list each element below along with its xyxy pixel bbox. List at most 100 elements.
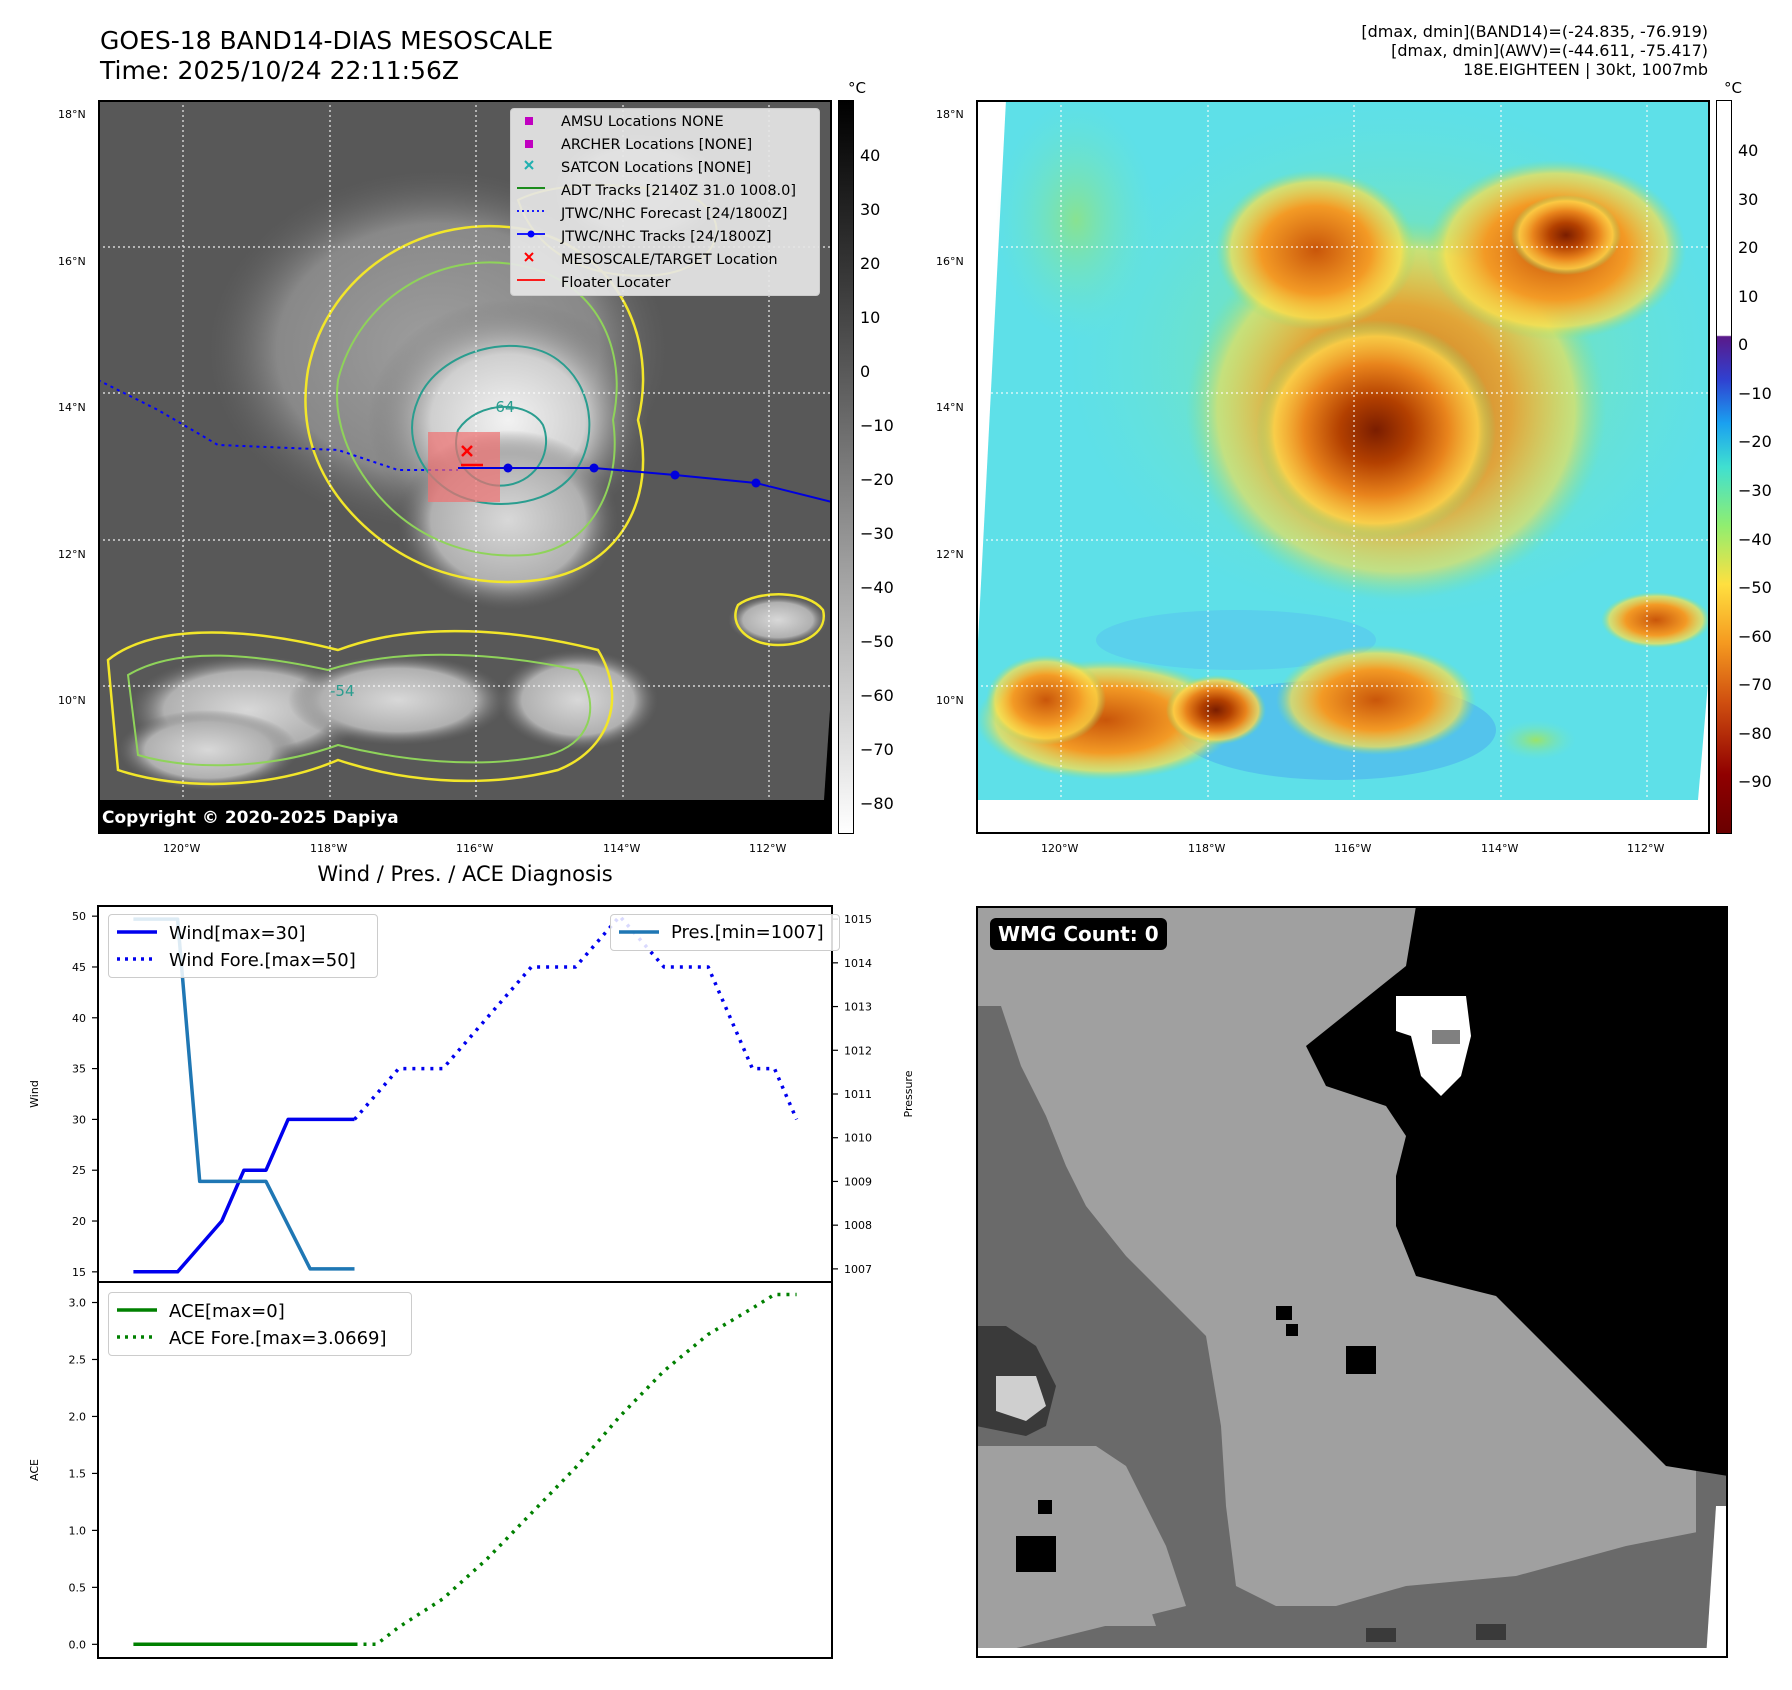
- lon-label: 118°W: [1188, 842, 1226, 855]
- lon-label: 120°W: [1041, 842, 1079, 855]
- color-tick: 0: [1738, 335, 1749, 354]
- gray-tick: −50: [860, 632, 894, 651]
- color-tick: 20: [1738, 238, 1759, 257]
- color-tick: −70: [1738, 675, 1772, 694]
- contour-label-54: -54: [330, 682, 355, 700]
- ace-legend: ACE[max=0] ACE Fore.[max=3.0669]: [108, 1292, 412, 1356]
- storm-info: 18E.EIGHTEEN | 30kt, 1007mb: [1463, 60, 1708, 79]
- lon-label: 112°W: [1627, 842, 1665, 855]
- gray-colorbar-unit: °C: [848, 79, 866, 97]
- legend-pressure: Pres.[min=1007]: [671, 922, 824, 943]
- lat-label: 14°N: [58, 401, 86, 414]
- y-right-tick-label: 1008: [844, 1219, 872, 1232]
- gray-tick: −70: [860, 740, 894, 759]
- y-tick-label: 0.0: [69, 1638, 87, 1651]
- y-right-tick-label: 1009: [844, 1175, 872, 1188]
- lat-label: 10°N: [936, 694, 964, 707]
- legend-labels: AMSU Locations NONE ARCHER Locations [NO…: [561, 111, 796, 295]
- y-tick-label: 25: [72, 1164, 86, 1177]
- series-line-1: [353, 914, 799, 1121]
- y-tick-label: 15: [72, 1266, 86, 1279]
- series-line-1: [354, 1292, 797, 1647]
- color-tick: −10: [1738, 384, 1772, 403]
- y-axis-label: ACE: [28, 1459, 41, 1481]
- gray-tick: 0: [860, 362, 871, 381]
- y-right-tick-label: 1013: [844, 1001, 872, 1014]
- y-right-tick-label: 1015: [844, 913, 872, 926]
- legend-adt: ADT Tracks [2140Z 31.0 1008.0]: [561, 183, 797, 199]
- gray-tick: −10: [860, 416, 894, 435]
- lat-label: 14°N: [936, 401, 964, 414]
- y-right-tick-label: 1014: [844, 957, 872, 970]
- color-tick: −40: [1738, 530, 1772, 549]
- gray-tick: −80: [860, 794, 894, 813]
- legend-ace: ACE[max=0]: [169, 1301, 285, 1322]
- ace-legend-labels: ACE[max=0] ACE Fore.[max=3.0669]: [169, 1298, 387, 1352]
- lat-label: 12°N: [936, 548, 964, 561]
- y-right-tick-label: 1011: [844, 1088, 872, 1101]
- legend-satcon: SATCON Locations [NONE]: [561, 160, 752, 176]
- lon-label: 118°W: [310, 842, 348, 855]
- plot-frame: [97, 1281, 833, 1659]
- color-tick: −80: [1738, 724, 1772, 743]
- y-tick-label: 1.5: [69, 1467, 87, 1480]
- map-legend: AMSU Locations NONE ARCHER Locations [NO…: [510, 108, 820, 296]
- color-tick: −30: [1738, 481, 1772, 500]
- y-tick-label: 40: [72, 1012, 86, 1025]
- gray-tick: 30: [860, 200, 881, 219]
- color-colorbar: [1716, 100, 1732, 834]
- y-tick-label: 3.0: [69, 1297, 87, 1310]
- product-title: GOES-18 BAND14-DIAS MESOSCALE: [100, 26, 554, 55]
- color-tick: 40: [1738, 141, 1759, 160]
- wmg-panel: WMG Count: 0: [976, 906, 1728, 1658]
- ir-map-panel: -64 -54 AMSU Locations NONE ARCHER Locat…: [97, 99, 833, 834]
- color-tick: 30: [1738, 190, 1759, 209]
- y-right-tick-label: 1007: [844, 1263, 872, 1276]
- y-right-tick-label: 1010: [844, 1132, 872, 1145]
- y-axis-label: Wind: [28, 1080, 41, 1108]
- ace-legend-symbols: [117, 1308, 157, 1339]
- band14-range: [dmax, dmin](BAND14)=(-24.835, -76.919): [1361, 22, 1708, 41]
- pressure-legend: Pres.[min=1007]: [610, 914, 840, 951]
- stats-block: [dmax, dmin](BAND14)=(-24.835, -76.919) …: [1361, 22, 1708, 79]
- wmg-frame: [976, 906, 1728, 1658]
- color-colorbar-unit: °C: [1724, 79, 1742, 97]
- legend-wind: Wind[max=30]: [169, 923, 306, 944]
- legend-ace-fore: ACE Fore.[max=3.0669]: [169, 1328, 387, 1349]
- wind-legend-labels: Wind[max=30] Wind Fore.[max=50]: [169, 920, 356, 974]
- y-tick-label: 0.5: [69, 1581, 87, 1594]
- contour-label-64: -64: [490, 398, 515, 416]
- gray-tick: −20: [860, 470, 894, 489]
- legend-symbols: [517, 117, 545, 281]
- legend-tracks: JTWC/NHC Tracks [24/1800Z]: [561, 229, 772, 245]
- y-tick-label: 1.0: [69, 1524, 87, 1537]
- pressure-legend-symbol: [619, 930, 659, 934]
- y-tick-label: 2.0: [69, 1410, 87, 1423]
- wmg-count-badge: WMG Count: 0: [990, 918, 1167, 950]
- lon-label: 116°W: [1334, 842, 1372, 855]
- series-line-0: [133, 1117, 355, 1274]
- wind-legend: Wind[max=30] Wind Fore.[max=50]: [108, 914, 378, 978]
- lat-label: 12°N: [58, 548, 86, 561]
- y-right-axis-label: Pressure: [902, 1070, 915, 1117]
- color-tick: −20: [1738, 432, 1772, 451]
- gray-tick: 20: [860, 254, 881, 273]
- y-tick-label: 50: [72, 910, 86, 923]
- lat-label: 18°N: [936, 108, 964, 121]
- lon-label: 114°W: [1481, 842, 1519, 855]
- y-tick-label: 2.5: [69, 1353, 87, 1366]
- gray-tick: 10: [860, 308, 881, 327]
- y-tick-label: 30: [72, 1113, 86, 1126]
- lat-label: 18°N: [58, 108, 86, 121]
- lon-label: 112°W: [749, 842, 787, 855]
- lon-label: 116°W: [456, 842, 494, 855]
- gray-tick: −30: [860, 524, 894, 543]
- wmg-map: [976, 906, 1728, 1658]
- color-tick: −60: [1738, 627, 1772, 646]
- legend-floater: Floater Locater: [561, 275, 671, 291]
- awv-range: [dmax, dmin](AWV)=(-44.611, -75.417): [1391, 41, 1708, 60]
- wind-legend-symbols: [117, 930, 157, 961]
- y-right-tick-label: 1012: [844, 1044, 872, 1057]
- color-tick: 10: [1738, 287, 1759, 306]
